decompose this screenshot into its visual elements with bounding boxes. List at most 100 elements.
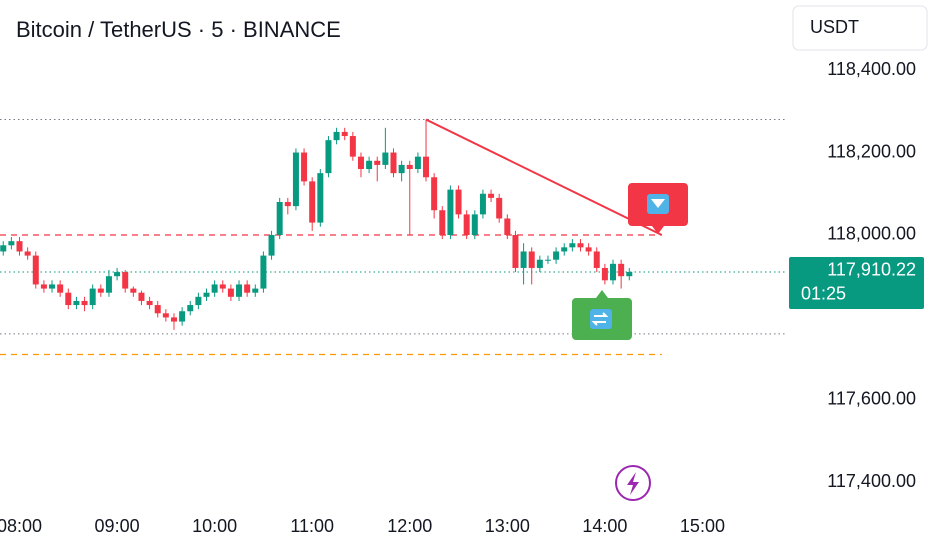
last-price-box bbox=[789, 256, 924, 309]
candle-body bbox=[65, 292, 72, 306]
candle-body bbox=[626, 271, 633, 277]
candle-body bbox=[317, 173, 324, 223]
x-tick-label: 08:00 bbox=[0, 516, 42, 536]
candle-body bbox=[504, 218, 511, 235]
candle-body bbox=[244, 284, 251, 293]
candle-body bbox=[40, 284, 47, 289]
candle-body bbox=[536, 259, 543, 268]
candle-body bbox=[292, 152, 299, 207]
candle-body bbox=[154, 305, 161, 314]
candle-body bbox=[455, 189, 462, 215]
candle-body bbox=[610, 263, 617, 281]
candle-body bbox=[471, 214, 478, 235]
candle-body bbox=[236, 284, 243, 297]
candle-body bbox=[382, 152, 389, 165]
candle-body bbox=[24, 251, 31, 256]
candle-body bbox=[528, 251, 535, 268]
candle-body bbox=[366, 160, 373, 170]
signal-glyph bbox=[590, 309, 612, 329]
lightning-icon[interactable] bbox=[615, 465, 651, 501]
candle-body bbox=[122, 272, 129, 289]
candle-body bbox=[211, 284, 218, 293]
candle-body bbox=[73, 300, 80, 306]
candle-body bbox=[349, 136, 356, 157]
candle-body bbox=[593, 251, 600, 268]
currency-button[interactable] bbox=[792, 5, 928, 51]
candle-body bbox=[162, 313, 169, 318]
chart-title: Bitcoin / TetherUS · 5 · BINANCE bbox=[16, 17, 341, 42]
candle-body bbox=[105, 276, 112, 293]
x-tick-label: 14:00 bbox=[582, 516, 627, 536]
candle-body bbox=[520, 251, 527, 268]
candle-body bbox=[496, 197, 503, 219]
candle-body bbox=[203, 292, 210, 297]
candle-body bbox=[89, 288, 96, 306]
candle-body bbox=[585, 247, 592, 252]
y-tick-label: 118,400.00 bbox=[827, 59, 916, 79]
candle-body bbox=[138, 292, 145, 301]
candle-body bbox=[81, 300, 88, 306]
currency-label[interactable]: USDT bbox=[810, 17, 859, 37]
y-tick-label: 117,400.00 bbox=[827, 471, 916, 491]
candle-body bbox=[309, 181, 316, 223]
candle-body bbox=[219, 284, 226, 289]
x-tick-label: 13:00 bbox=[485, 516, 530, 536]
candle-body bbox=[357, 156, 364, 170]
candle-body bbox=[553, 251, 560, 260]
lightning-bolt bbox=[627, 472, 639, 495]
candle-body bbox=[32, 255, 39, 285]
trend-line bbox=[425, 118, 663, 236]
y-tick-label: 118,000.00 bbox=[827, 224, 916, 244]
candle-body bbox=[187, 305, 194, 312]
candle-body bbox=[227, 288, 234, 297]
signal-icon[interactable] bbox=[572, 290, 632, 340]
x-tick-label: 09:00 bbox=[95, 516, 140, 536]
candle-body bbox=[325, 140, 332, 174]
alert-icon[interactable] bbox=[628, 183, 688, 234]
candle-body bbox=[374, 160, 381, 165]
candle-body bbox=[390, 152, 397, 174]
candle-body bbox=[488, 193, 495, 198]
candle-body bbox=[544, 259, 551, 261]
candle-body bbox=[195, 296, 202, 306]
candle-body bbox=[618, 263, 625, 277]
candle-body bbox=[447, 189, 454, 235]
candle-body bbox=[16, 241, 23, 252]
plot: 117,400.00 117,600.00 118,000.00 118,200.00… bbox=[0, 59, 924, 536]
candle-body bbox=[398, 164, 405, 174]
candle-body bbox=[439, 210, 446, 235]
signal-arrows bbox=[591, 312, 609, 326]
candle-body bbox=[57, 284, 64, 293]
candle-body bbox=[406, 164, 413, 170]
candle-body bbox=[276, 202, 283, 235]
candle-body bbox=[341, 131, 348, 137]
candle-body bbox=[179, 311, 186, 322]
candle-body bbox=[479, 193, 486, 215]
x-tick-label: 10:00 bbox=[192, 516, 237, 536]
candle-body bbox=[268, 234, 275, 256]
candle-body bbox=[49, 284, 56, 289]
candle-body bbox=[431, 177, 438, 211]
candle-body bbox=[561, 247, 568, 252]
candle-body bbox=[146, 300, 153, 306]
candle-body bbox=[577, 243, 584, 248]
candle-body bbox=[260, 255, 267, 289]
last-price-tag: 117,910.22 01:25 bbox=[789, 256, 924, 309]
x-tick-label: 12:00 bbox=[387, 516, 432, 536]
candle-body bbox=[512, 234, 519, 268]
candle-body bbox=[252, 288, 259, 293]
alert-arrow bbox=[651, 199, 665, 208]
candle-body bbox=[423, 156, 430, 178]
candle-body bbox=[333, 131, 340, 141]
candle-body bbox=[284, 202, 291, 207]
candle-body bbox=[569, 243, 576, 248]
candle-body bbox=[97, 288, 104, 293]
candle-body bbox=[170, 317, 177, 322]
y-tick-label: 118,200.00 bbox=[827, 141, 916, 161]
lightning-circle bbox=[615, 465, 651, 501]
candle-body bbox=[114, 272, 121, 277]
candle-body bbox=[0, 245, 7, 252]
x-tick-label: 15:00 bbox=[680, 516, 725, 536]
